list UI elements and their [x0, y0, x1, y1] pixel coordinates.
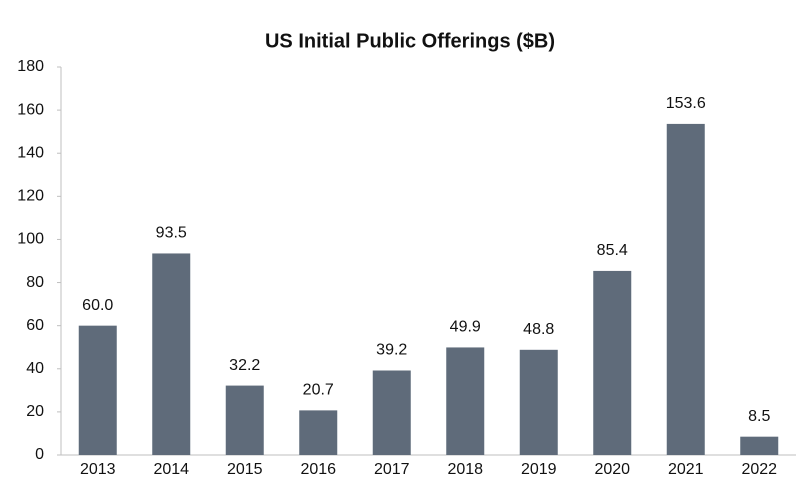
x-tick-label: 2016: [300, 461, 336, 478]
bar: [519, 349, 558, 455]
bar: [446, 347, 485, 455]
x-tick-label: 2019: [521, 461, 557, 478]
data-label: 153.6: [666, 95, 706, 112]
data-label: 20.7: [303, 382, 334, 399]
x-tick-label: 2014: [153, 461, 189, 478]
data-label: 85.4: [597, 242, 628, 259]
data-label: 32.2: [229, 357, 260, 374]
chart-title: US Initial Public Offerings ($B): [265, 30, 555, 52]
data-label: 39.2: [376, 342, 407, 359]
bar: [78, 325, 117, 455]
data-label: 48.8: [523, 321, 554, 338]
data-label: 60.0: [82, 297, 113, 314]
y-tick-label: 40: [26, 360, 44, 377]
x-tick-label: 2022: [741, 461, 777, 478]
bar: [372, 370, 411, 455]
bar: [152, 253, 191, 455]
data-label: 49.9: [450, 319, 481, 336]
y-tick-label: 100: [17, 231, 44, 248]
bar: [299, 410, 338, 455]
x-tick-label: 2021: [668, 461, 704, 478]
y-tick-label: 180: [17, 58, 44, 75]
y-tick-label: 140: [17, 144, 44, 161]
x-tick-label: 2013: [80, 461, 116, 478]
x-tick-label: 2018: [447, 461, 483, 478]
bar: [740, 436, 779, 455]
data-label: 93.5: [156, 225, 187, 242]
bar: [225, 385, 264, 455]
y-tick-label: 20: [26, 403, 44, 420]
bar: [593, 270, 632, 455]
x-tick-label: 2015: [227, 461, 263, 478]
data-label: 8.5: [748, 408, 770, 425]
bar: [666, 123, 705, 455]
y-tick-label: 0: [35, 446, 44, 463]
y-tick-label: 160: [17, 101, 44, 118]
y-tick-label: 120: [17, 188, 44, 205]
x-tick-label: 2020: [594, 461, 630, 478]
y-tick-label: 80: [26, 274, 44, 291]
y-tick-label: 60: [26, 317, 44, 334]
x-tick-label: 2017: [374, 461, 410, 478]
